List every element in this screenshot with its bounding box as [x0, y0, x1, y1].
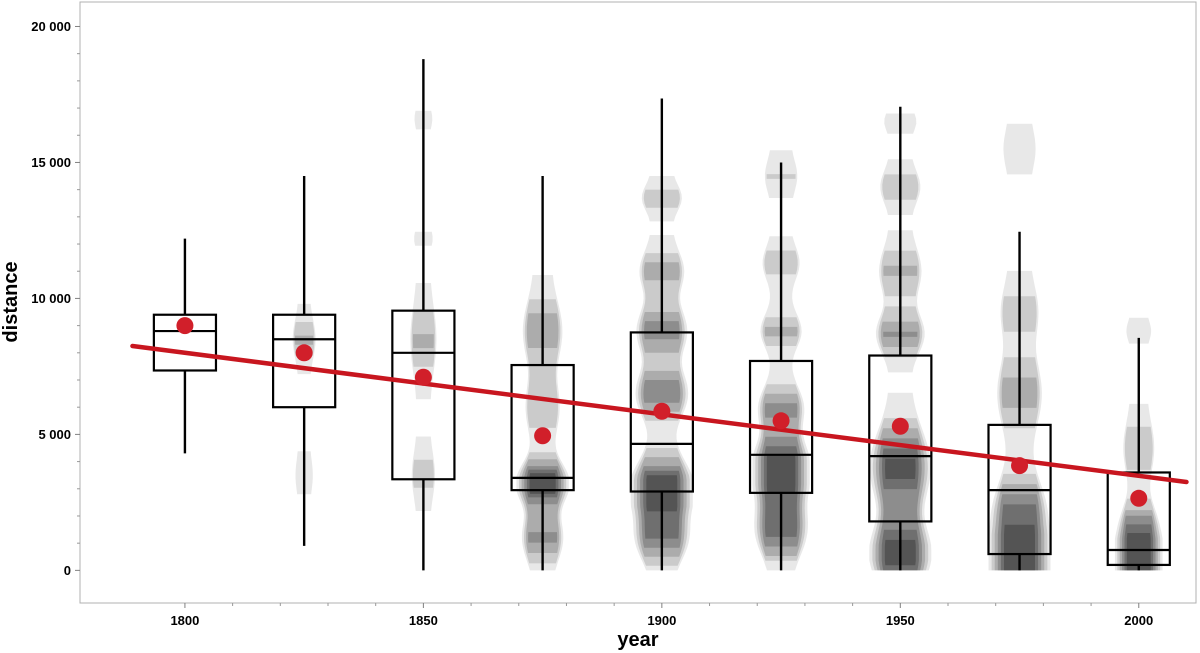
box-iqr — [391, 309, 456, 481]
mean-point-1875 — [534, 427, 552, 445]
x-tick-label: 1950 — [886, 613, 915, 628]
density-layer — [292, 110, 1163, 571]
y-tick-label: 0 — [64, 563, 71, 578]
density-band — [1122, 515, 1156, 571]
density-band — [875, 428, 926, 571]
x-tick-label: 1850 — [409, 613, 438, 628]
box-iqr — [152, 313, 218, 372]
density-1850 — [410, 110, 437, 511]
density-band — [878, 438, 922, 571]
density-band — [1126, 533, 1151, 571]
density-band — [991, 473, 1048, 571]
density-band — [516, 275, 569, 571]
box-1975 — [987, 231, 1052, 571]
density-band — [763, 446, 799, 537]
mean-point-1925 — [772, 412, 790, 430]
density-band — [524, 466, 561, 505]
box-iqr — [272, 313, 337, 409]
plot-frame — [79, 1, 1197, 604]
density-2000 — [1114, 317, 1163, 571]
density-band — [640, 370, 683, 412]
mean-point-1850 — [414, 368, 432, 386]
box-1850 — [391, 59, 456, 571]
density-band — [758, 393, 804, 556]
x-tick-label: 1900 — [647, 613, 676, 628]
mean-point-1975 — [1011, 457, 1029, 475]
density-band — [1124, 524, 1154, 571]
density-band — [411, 436, 435, 511]
mean-point-1800 — [176, 317, 194, 335]
box-iqr — [510, 363, 575, 492]
y-axis: 0 5 000 10 000 15 000 20 000 — [31, 19, 80, 578]
y-axis-title: distance — [0, 261, 22, 342]
y-tick-label: 20 000 — [31, 19, 71, 34]
x-axis-title: year — [617, 629, 658, 651]
mean-point-1950 — [891, 417, 909, 435]
density-band — [630, 235, 693, 571]
density-band — [869, 392, 932, 571]
density-band — [1126, 317, 1152, 344]
density-band — [752, 236, 810, 571]
density-band — [885, 458, 916, 479]
y-tick-label: 5 000 — [38, 427, 71, 442]
y-tick-label: 10 000 — [31, 291, 71, 306]
density-band — [643, 380, 681, 403]
box-iqr — [1106, 471, 1171, 567]
x-tick-label: 1800 — [170, 613, 199, 628]
box-1950 — [868, 106, 933, 571]
density-band — [764, 403, 798, 418]
mean-point-1900 — [653, 402, 671, 420]
density-band — [638, 253, 686, 421]
box-2000 — [1106, 337, 1171, 571]
mean-layer — [176, 317, 1148, 507]
mean-point-2000 — [1130, 489, 1148, 507]
density-band — [766, 455, 796, 494]
density-band — [1003, 123, 1036, 175]
density-band — [994, 484, 1045, 571]
density-band — [882, 448, 919, 490]
box-1875 — [510, 176, 575, 571]
density-band — [1119, 510, 1158, 571]
y-tick-label: 15 000 — [31, 155, 71, 170]
x-axis: 1800 1850 1900 1950 2000 — [170, 603, 1153, 628]
density-band — [761, 436, 802, 547]
density-band — [1114, 403, 1163, 571]
density-band — [997, 494, 1042, 571]
density-band — [413, 459, 434, 488]
density-band — [1004, 524, 1035, 571]
density-band — [410, 283, 437, 400]
x-tick-label: 2000 — [1124, 613, 1153, 628]
density-band — [1117, 498, 1161, 571]
box-1825 — [272, 176, 337, 546]
density-band — [412, 334, 434, 349]
box-iqr — [868, 354, 933, 523]
mean-point-1825 — [295, 344, 313, 362]
